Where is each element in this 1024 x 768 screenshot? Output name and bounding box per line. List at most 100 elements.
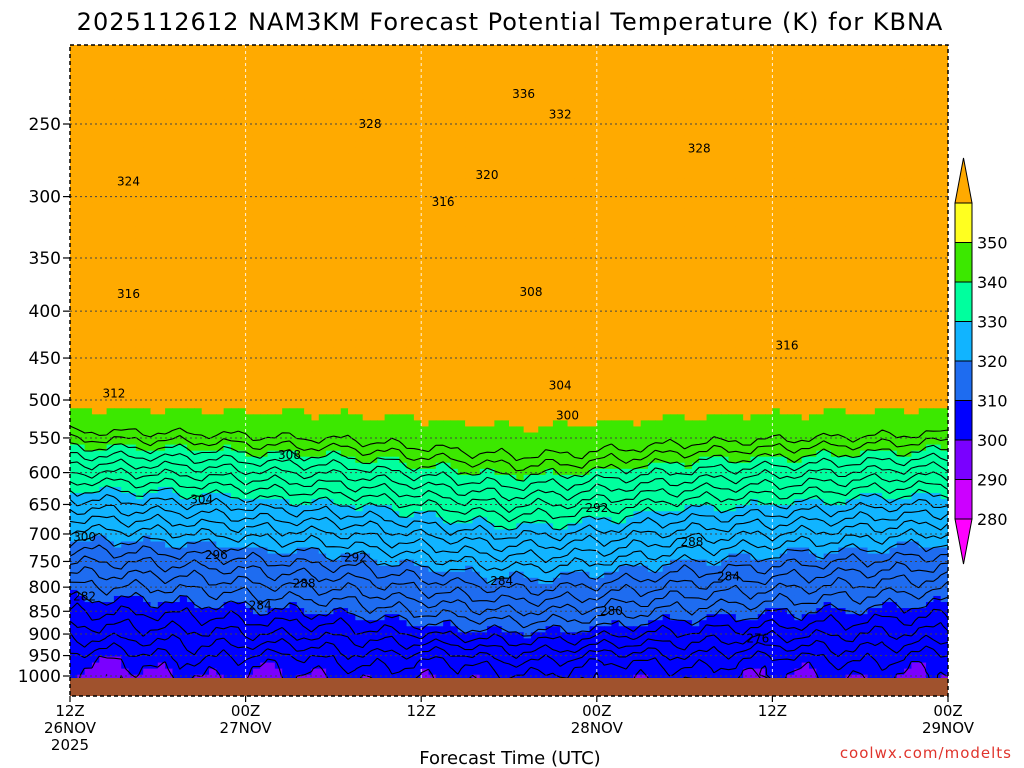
field-cell: [860, 57, 869, 64]
field-cell: [801, 184, 810, 191]
field-cell: [267, 45, 276, 52]
field-cell: [896, 244, 905, 252]
field-cell: [223, 184, 232, 191]
field-cell: [238, 190, 247, 197]
field-cell: [296, 99, 305, 107]
field-cell: [808, 81, 817, 88]
field-cell: [728, 178, 737, 185]
field-cell: [801, 63, 810, 70]
field-cell: [384, 123, 393, 131]
field-cell: [289, 166, 298, 173]
field-cell: [545, 57, 554, 64]
field-cell: [399, 93, 408, 101]
field-cell: [838, 69, 847, 76]
field-cell: [150, 135, 159, 143]
field-cell: [348, 129, 356, 137]
field-cell: [874, 256, 883, 264]
field-cell: [757, 75, 766, 82]
field-cell: [355, 57, 364, 64]
field-cell: [779, 45, 788, 52]
field-cell: [479, 196, 488, 204]
field-cell: [179, 196, 188, 204]
field-cell: [106, 214, 115, 222]
field-cell: [84, 190, 93, 197]
field-cell: [91, 99, 100, 107]
field-cell: [787, 69, 795, 76]
field-cell: [245, 63, 254, 70]
field-cell: [706, 51, 715, 58]
field-cell: [487, 141, 495, 149]
field-cell: [933, 81, 942, 88]
field-cell: [552, 250, 561, 258]
field-cell: [252, 135, 261, 143]
field-cell: [179, 220, 188, 228]
field-cell: [911, 57, 920, 64]
field-cell: [457, 135, 466, 143]
field-cell: [538, 220, 547, 228]
field-cell: [940, 129, 948, 137]
field-cell: [282, 244, 291, 252]
field-cell: [940, 45, 948, 52]
field-cell: [135, 57, 144, 64]
field-cell: [904, 184, 913, 191]
field-cell: [926, 123, 934, 131]
field-cell: [494, 172, 503, 179]
field-cell: [91, 123, 100, 131]
field-cell: [443, 81, 452, 88]
field-cell: [399, 262, 408, 270]
field-cell: [245, 87, 254, 95]
field-cell: [816, 202, 825, 210]
field-cell: [852, 214, 861, 222]
field-cell: [677, 99, 686, 107]
field-cell: [684, 202, 693, 210]
field-cell: [816, 220, 825, 228]
field-cell: [91, 250, 100, 258]
field-cell: [757, 214, 766, 222]
field-cell: [808, 153, 817, 161]
field-cell: [355, 129, 364, 137]
field-cell: [157, 244, 166, 252]
field-cell: [779, 117, 788, 125]
field-cell: [399, 190, 408, 197]
field-cell: [852, 166, 861, 173]
field-cell: [230, 69, 239, 76]
field-cell: [926, 244, 934, 252]
field-cell: [274, 214, 283, 222]
field-cell: [230, 262, 239, 270]
field-cell: [808, 244, 817, 252]
field-cell: [794, 214, 803, 222]
field-cell: [84, 160, 93, 167]
field-cell: [121, 135, 130, 143]
field-cell: [369, 135, 378, 143]
field-cell: [552, 99, 561, 107]
field-cell: [413, 262, 422, 270]
field-cell: [918, 238, 927, 246]
field-cell: [84, 63, 93, 70]
field-cell: [721, 226, 730, 234]
field-cell: [582, 123, 591, 131]
field-cell: [113, 184, 122, 191]
field-cell: [377, 129, 386, 137]
field-cell: [326, 87, 334, 95]
field-cell: [77, 220, 86, 228]
field-cell: [194, 99, 203, 107]
field-cell: [618, 93, 627, 101]
field-cell: [882, 160, 891, 167]
field-cell: [84, 178, 93, 185]
field-cell: [633, 153, 642, 161]
field-cell: [626, 184, 634, 191]
field-cell: [106, 123, 115, 131]
field-cell: [530, 238, 539, 246]
field-cell: [904, 244, 913, 252]
field-cell: [274, 69, 283, 76]
field-cell: [143, 117, 152, 125]
field-cell: [750, 147, 759, 155]
field-cell: [369, 220, 378, 228]
field-cell: [509, 81, 517, 88]
field-cell: [794, 75, 803, 82]
field-cell: [567, 256, 576, 264]
field-cell: [808, 166, 817, 173]
field-cell: [728, 256, 737, 264]
field-cell: [106, 220, 115, 228]
field-cell: [816, 141, 825, 149]
